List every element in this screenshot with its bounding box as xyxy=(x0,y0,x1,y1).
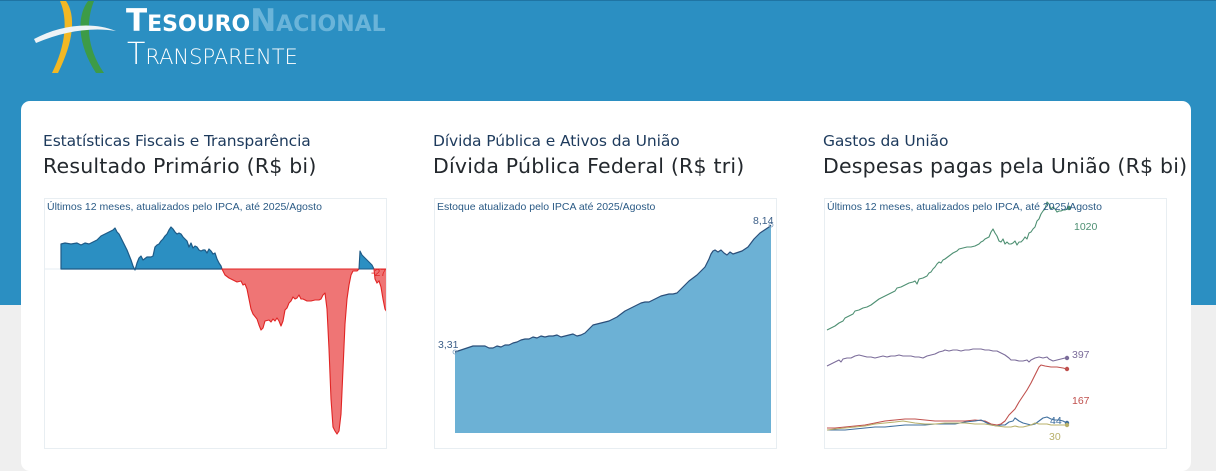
panel-category[interactable]: Dívida Pública e Ativos da União xyxy=(433,132,680,150)
resultado-primario-end-label: -27 xyxy=(371,267,387,279)
series-label-30: 30 xyxy=(1049,431,1061,443)
chart-caption: Últimos 12 meses, atualizados pelo IPCA,… xyxy=(47,201,322,213)
panel-title[interactable]: Dívida Pública Federal (R$ tri) xyxy=(433,154,745,178)
series-397-line xyxy=(826,348,1067,367)
series-label-44: 44 xyxy=(1050,415,1062,427)
dashboard-card: Estatísticas Fiscais e Transparência Res… xyxy=(21,101,1191,471)
series-label-167: 167 xyxy=(1072,395,1090,407)
logo-word-tesouro: Tesouro xyxy=(126,3,251,39)
panel-category[interactable]: Estatísticas Fiscais e Transparência xyxy=(43,132,311,150)
panel-category[interactable]: Gastos da União xyxy=(823,132,949,150)
series-167-line xyxy=(827,364,1068,429)
chart-despesas-pagas[interactable]: Últimos 12 meses, atualizados pelo IPCA,… xyxy=(824,198,1167,449)
logo-mark-icon xyxy=(34,1,116,73)
debt-area xyxy=(452,222,774,433)
panel-resultado-primario[interactable]: Estatísticas Fiscais e Transparência Res… xyxy=(43,101,387,471)
series-30-line xyxy=(826,420,1067,431)
panel-divida-publica[interactable]: Dívida Pública e Ativos da União Dívida … xyxy=(433,101,777,471)
chart-caption: Estoque atualizado pelo IPCA até 2025/Ag… xyxy=(437,201,656,213)
panel-title[interactable]: Resultado Primário (R$ bi) xyxy=(43,154,317,178)
logo-word-nacional: Nacional xyxy=(250,3,386,39)
chart-resultado-primario[interactable]: Últimos 12 meses, atualizados pelo IPCA,… xyxy=(44,198,387,449)
panel-despesas-pagas[interactable]: Gastos da União Despesas pagas pela Uniã… xyxy=(823,101,1187,471)
tesouro-nacional-transparente-logo[interactable]: TesouroNacional Transparente xyxy=(30,1,460,77)
chart-divida-publica[interactable]: Estoque atualizado pelo IPCA até 2025/Ag… xyxy=(434,198,777,449)
start-value-label: 3,31 xyxy=(438,339,459,351)
area-chart xyxy=(45,226,386,435)
series-label-397: 397 xyxy=(1072,349,1090,361)
series-1020-line xyxy=(826,201,1070,331)
end-value-label: 8,14 xyxy=(753,215,774,227)
expenses-lines xyxy=(826,201,1072,431)
logo-word-transparente: Transparente xyxy=(127,37,298,72)
chart-caption: Últimos 12 meses, atualizados pelo IPCA,… xyxy=(827,201,1102,213)
panel-title[interactable]: Despesas pagas pela União (R$ bi) xyxy=(823,154,1188,178)
logo-text-tesouro-nacional: TesouroNacional xyxy=(126,3,386,39)
series-label-1020: 1020 xyxy=(1074,221,1098,233)
